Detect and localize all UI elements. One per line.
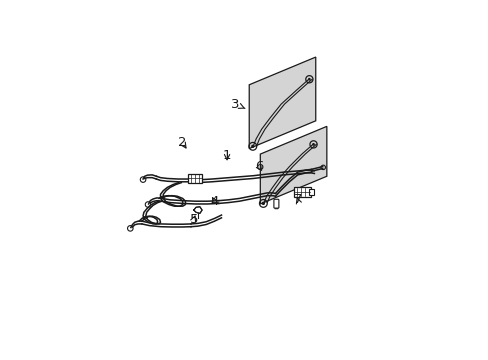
Circle shape xyxy=(311,143,314,146)
Text: 3: 3 xyxy=(231,98,244,111)
Text: 5: 5 xyxy=(189,213,198,226)
Polygon shape xyxy=(193,207,202,213)
Circle shape xyxy=(251,145,254,148)
Circle shape xyxy=(307,78,310,81)
Polygon shape xyxy=(249,57,315,149)
Text: 1: 1 xyxy=(223,149,231,162)
Text: 7: 7 xyxy=(293,193,302,206)
FancyBboxPatch shape xyxy=(309,189,313,195)
Text: 6: 6 xyxy=(254,160,263,173)
Circle shape xyxy=(261,202,264,205)
FancyBboxPatch shape xyxy=(187,174,202,183)
Polygon shape xyxy=(260,126,326,204)
Text: 2: 2 xyxy=(178,136,186,149)
Text: 4: 4 xyxy=(210,195,218,208)
FancyBboxPatch shape xyxy=(294,187,310,197)
FancyBboxPatch shape xyxy=(273,199,278,208)
